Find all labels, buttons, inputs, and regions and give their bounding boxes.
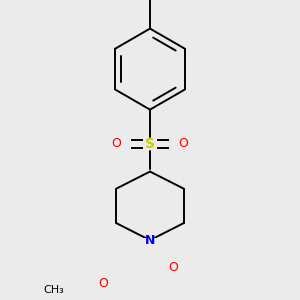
Text: O: O <box>112 137 122 150</box>
Text: N: N <box>145 234 155 247</box>
Text: S: S <box>145 137 155 151</box>
Text: O: O <box>98 277 108 290</box>
Text: O: O <box>178 137 188 150</box>
Text: O: O <box>168 261 178 274</box>
Text: CH₃: CH₃ <box>44 285 64 295</box>
